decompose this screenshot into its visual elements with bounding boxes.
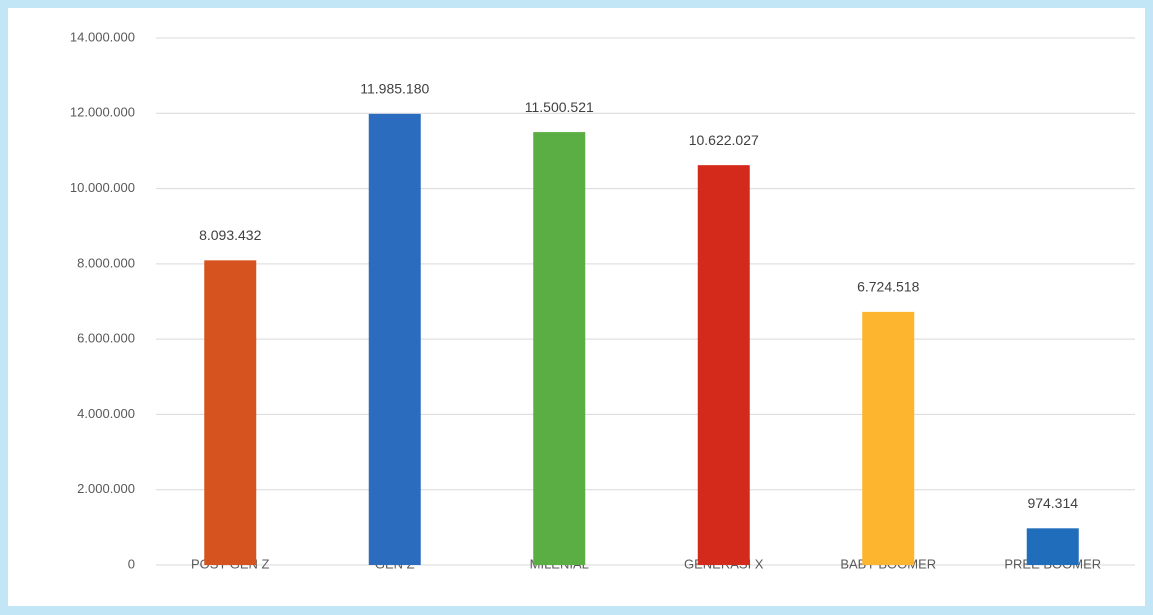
y-tick-label: 8.000.000 bbox=[77, 255, 135, 270]
value-label: 8.093.432 bbox=[199, 227, 261, 243]
y-tick-label: 0 bbox=[128, 556, 135, 571]
value-label: 6.724.518 bbox=[857, 279, 919, 295]
bar bbox=[533, 132, 586, 565]
value-label: 10.622.027 bbox=[689, 132, 759, 148]
y-tick-label: 6.000.000 bbox=[77, 331, 135, 346]
bar bbox=[697, 165, 750, 565]
y-tick-label: 2.000.000 bbox=[77, 481, 135, 496]
y-tick-label: 12.000.000 bbox=[70, 105, 135, 120]
value-label: 11.985.180 bbox=[360, 81, 429, 97]
bar bbox=[862, 311, 915, 565]
y-tick-label: 4.000.000 bbox=[77, 406, 135, 421]
value-label: 11.500.521 bbox=[525, 99, 594, 115]
bar bbox=[368, 113, 421, 566]
y-tick-label: 14.000.000 bbox=[70, 29, 135, 44]
value-label: 974.314 bbox=[1027, 495, 1078, 511]
bar bbox=[204, 260, 257, 565]
bar bbox=[1026, 528, 1079, 565]
y-tick-label: 10.000.000 bbox=[70, 180, 135, 195]
